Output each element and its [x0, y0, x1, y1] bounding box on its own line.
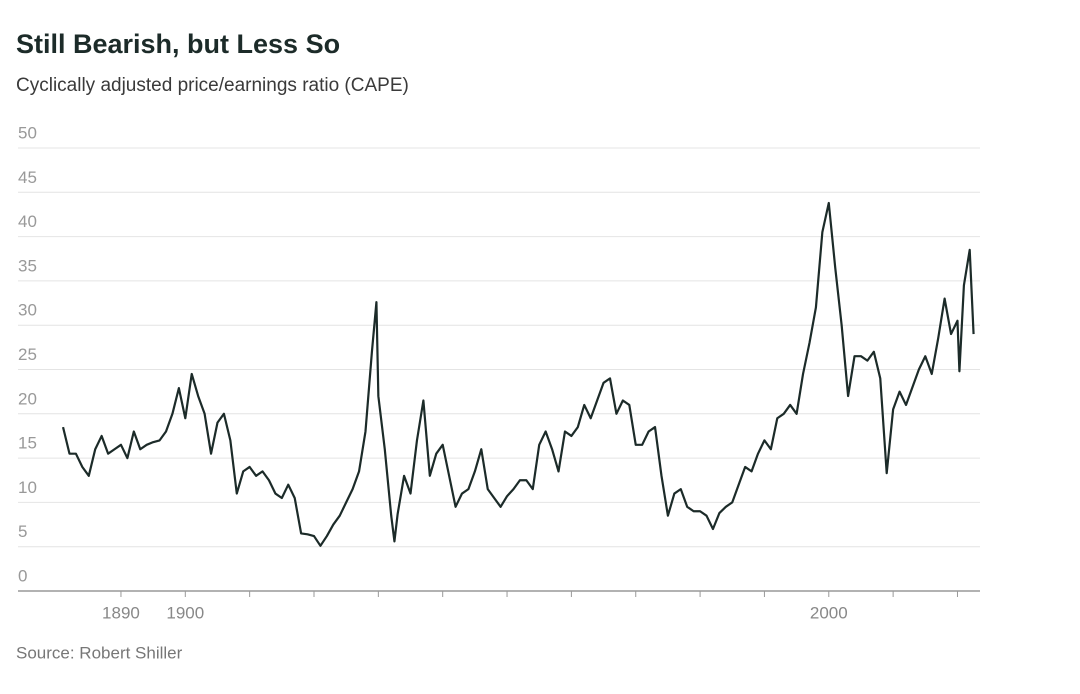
x-tick-label: 2000: [810, 603, 848, 622]
y-tick-label: 45: [18, 168, 37, 187]
chart-title: Still Bearish, but Less So: [16, 29, 340, 59]
y-tick-label: 20: [18, 389, 37, 408]
x-tick-label: 1890: [102, 603, 140, 622]
y-tick-label: 0: [18, 566, 27, 585]
x-tick-label: 1900: [166, 603, 204, 622]
data-line: [61, 201, 975, 547]
y-tick-label: 30: [18, 301, 37, 320]
y-tick-label: 40: [18, 212, 37, 231]
y-tick-label: 35: [18, 256, 37, 275]
y-tick-label: 15: [18, 434, 37, 453]
y-tick-label: 50: [18, 123, 37, 142]
chart-subtitle: Cyclically adjusted price/earnings ratio…: [16, 75, 409, 96]
source-note: Source: Robert Shiller: [16, 643, 183, 662]
y-tick-label: 10: [18, 478, 37, 497]
y-tick-label: 25: [18, 345, 37, 364]
y-tick-label: 5: [18, 522, 27, 541]
